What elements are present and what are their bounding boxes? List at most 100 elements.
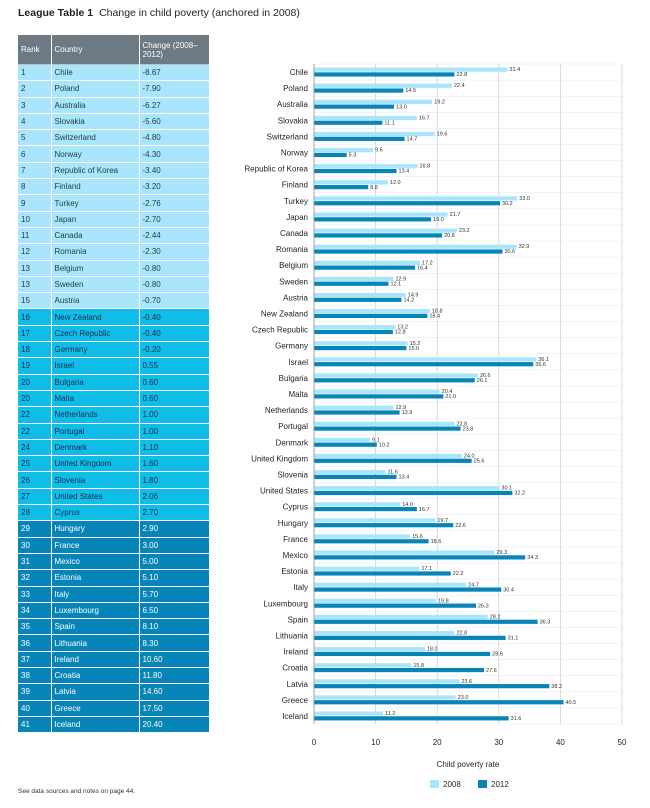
country-cell: Norway bbox=[51, 145, 140, 163]
bar-2008 bbox=[314, 598, 436, 603]
country-cell: Latvia bbox=[51, 683, 140, 701]
change-cell: -0.70 bbox=[139, 292, 209, 309]
category-label: Austria bbox=[283, 293, 308, 302]
category-label: Lithuania bbox=[276, 631, 309, 640]
country-cell: Germany bbox=[51, 341, 140, 358]
data-label-2008: 11.6 bbox=[387, 470, 397, 476]
category-label: Israel bbox=[288, 358, 308, 367]
bar-2012 bbox=[314, 474, 397, 479]
data-label-2008: 17.2 bbox=[422, 260, 433, 266]
category-label: Poland bbox=[283, 84, 308, 93]
rank-cell: 9 bbox=[18, 194, 52, 212]
country-cell: United Kingdom bbox=[51, 455, 140, 472]
legend-label-2012: 2012 bbox=[491, 780, 509, 789]
data-label-2008: 12.9 bbox=[395, 276, 406, 282]
category-label: Chile bbox=[290, 68, 309, 77]
country-cell: Croatia bbox=[51, 666, 140, 684]
data-label-2012: 40.5 bbox=[565, 700, 576, 706]
country-cell: Iceland bbox=[51, 715, 140, 733]
data-label-2008: 13.2 bbox=[397, 325, 408, 331]
country-cell: France bbox=[51, 536, 140, 554]
rank-cell: 17 bbox=[18, 324, 52, 342]
country-cell: Turkey bbox=[51, 194, 140, 212]
bar-2008 bbox=[314, 276, 394, 282]
bar-2012 bbox=[314, 265, 416, 270]
table-row: 26 Slovenia 1.80 bbox=[18, 471, 209, 489]
data-label-2008: 15.6 bbox=[412, 534, 423, 540]
table-row: 19 Israel 0.55 bbox=[18, 357, 209, 375]
country-cell: Czech Republic bbox=[51, 324, 140, 342]
rank-cell: 28 bbox=[18, 504, 52, 521]
bar-2012 bbox=[314, 394, 444, 399]
table-row: 31 Mexico 5.00 bbox=[18, 552, 209, 570]
category-label: Sweden bbox=[279, 277, 308, 286]
category-label: Denmark bbox=[276, 438, 309, 447]
data-label-2008: 14.9 bbox=[408, 293, 419, 299]
data-label-2012: 21.0 bbox=[445, 394, 456, 400]
change-cell: -4.80 bbox=[139, 129, 209, 146]
data-label-2008: 16.7 bbox=[419, 115, 430, 121]
category-label: Latvia bbox=[287, 680, 309, 689]
category-label: Croatia bbox=[282, 664, 308, 673]
category-label: Switzerland bbox=[267, 132, 308, 141]
country-cell: Israel bbox=[51, 357, 140, 375]
table-row: 34 Luxembourg 6.50 bbox=[18, 601, 209, 619]
bar-2012 bbox=[314, 426, 461, 431]
bar-2012 bbox=[314, 136, 405, 141]
table-row: 1 Chile -8.67 bbox=[18, 63, 209, 81]
country-cell: United States bbox=[51, 487, 140, 505]
bar-2008 bbox=[314, 131, 435, 137]
change-cell: 8.10 bbox=[139, 618, 209, 635]
data-label-2012: 30.6 bbox=[504, 249, 515, 255]
bar-2008 bbox=[314, 518, 436, 523]
data-label-2012: 22.8 bbox=[456, 72, 467, 78]
data-label-2008: 23.0 bbox=[458, 695, 469, 701]
rank-cell: 37 bbox=[18, 650, 52, 668]
bar-2008 bbox=[314, 630, 455, 636]
x-tick-label: 30 bbox=[494, 738, 503, 747]
table-row: 22 Portugal 1.00 bbox=[18, 422, 209, 440]
rank-cell: 11 bbox=[18, 226, 52, 244]
bar-2008 bbox=[314, 405, 394, 410]
data-label-2008: 9.1 bbox=[372, 437, 380, 443]
data-label-2008: 30.1 bbox=[501, 486, 512, 492]
change-cell: 10.60 bbox=[139, 650, 209, 668]
bar-2012 bbox=[314, 329, 393, 335]
bar-2008 bbox=[314, 260, 420, 265]
country-cell: Ireland bbox=[51, 650, 140, 668]
data-label-2012: 38.2 bbox=[551, 684, 562, 690]
rank-cell: 38 bbox=[18, 666, 52, 684]
change-cell: -8.67 bbox=[139, 63, 209, 81]
data-label-2008: 28.2 bbox=[490, 614, 501, 620]
country-cell: Switzerland bbox=[51, 129, 140, 146]
table-row: 18 Germany -0.20 bbox=[18, 341, 209, 358]
country-cell: Estonia bbox=[51, 569, 140, 586]
data-label-2008: 19.2 bbox=[434, 99, 445, 105]
change-cell: -7.90 bbox=[139, 80, 209, 98]
bar-2012 bbox=[314, 619, 538, 624]
rank-cell: 3 bbox=[18, 96, 52, 114]
data-label-2008: 19.7 bbox=[437, 518, 448, 524]
x-tick-label: 0 bbox=[312, 738, 317, 747]
data-label-2012: 31.6 bbox=[511, 716, 522, 722]
change-cell: -0.40 bbox=[139, 324, 209, 342]
table-row: 6 Norway -4.30 bbox=[18, 145, 209, 163]
country-cell: Republic of Korea bbox=[51, 161, 140, 179]
rank-cell: 24 bbox=[18, 438, 52, 456]
table-row: 20 Malta 0.60 bbox=[18, 389, 209, 407]
change-cell: 6.50 bbox=[139, 601, 209, 619]
x-tick-label: 20 bbox=[433, 738, 442, 747]
change-cell: -3.40 bbox=[139, 161, 209, 179]
bar-2008 bbox=[314, 373, 478, 378]
data-label-2012: 26.1 bbox=[477, 378, 488, 384]
category-label: United States bbox=[260, 487, 308, 496]
data-label-2012: 36.3 bbox=[540, 619, 551, 625]
change-cell: 0.55 bbox=[139, 357, 209, 375]
table-row: 30 France 3.00 bbox=[18, 536, 209, 554]
category-label: Turkey bbox=[284, 197, 308, 206]
country-cell: Cyprus bbox=[51, 504, 140, 521]
rank-cell: 34 bbox=[18, 601, 52, 619]
country-cell: Japan bbox=[51, 210, 140, 228]
rank-cell: 20 bbox=[18, 389, 52, 407]
